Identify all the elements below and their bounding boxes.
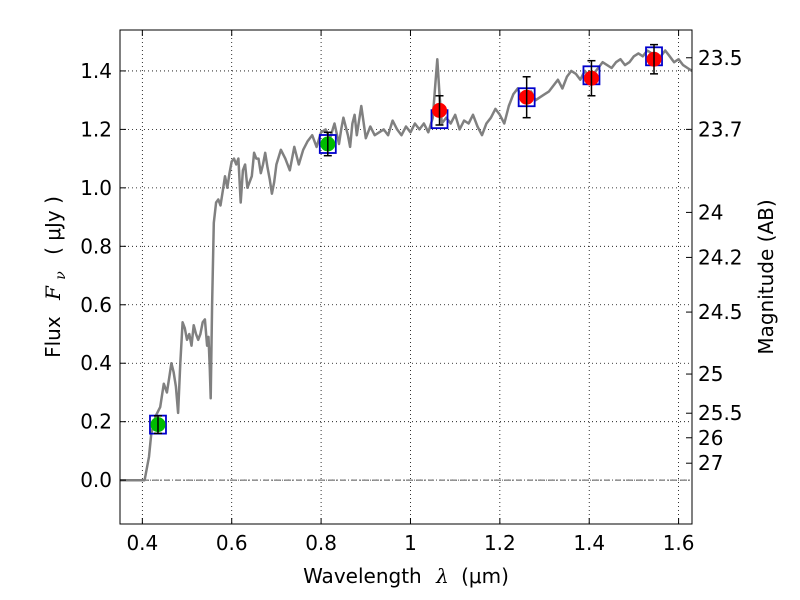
y-tick-label: 1.2	[80, 117, 112, 141]
y-tick-label: 0.0	[80, 468, 112, 492]
x-tick-label: 0.6	[216, 531, 248, 555]
y2-tick-label: 26	[698, 426, 723, 450]
y-tick-label: 0.2	[80, 410, 112, 434]
plot-frame	[119, 29, 693, 525]
x-axis-label-unit: (μm)	[461, 564, 509, 588]
spectrum-series	[120, 49, 693, 482]
y-axis-label: Flux F ν ( μJy )	[41, 196, 70, 358]
x-axis-label-text: Wavelength	[303, 564, 422, 588]
x-tick-label: 1.6	[663, 531, 695, 555]
y-tick-label: 1.0	[80, 176, 112, 200]
x-tick-label: 1.4	[573, 531, 605, 555]
x-axis-ticks: 0.4 0.6 0.8 1 1.2 1.4 1.6	[126, 30, 695, 555]
y2-tick-label: 23.5	[698, 46, 743, 70]
y-axis-label-unit: ( μJy )	[41, 196, 65, 255]
y2-tick-label: 24	[698, 200, 723, 224]
photometry-series	[149, 43, 663, 435]
x-axis-label-symbol: λ	[435, 564, 449, 588]
x-tick-label: 1.2	[484, 531, 516, 555]
y2-tick-label: 27	[698, 451, 723, 475]
y-axis-label-prefix: Flux	[41, 316, 65, 358]
y-axis-label-subscript: ν	[53, 271, 69, 280]
y-axis-label-symbol: F	[41, 285, 65, 301]
y2-tick-label: 24.2	[698, 245, 743, 269]
spectrum-line	[120, 49, 693, 482]
y2-tick-label: 25.5	[698, 401, 743, 425]
y2-tick-label: 25	[698, 362, 723, 386]
x-tick-label: 1	[404, 531, 417, 555]
y-axis-ticks: 0.0 0.2 0.4 0.6 0.8 1.0 1.2 1.4	[80, 59, 126, 492]
y2-tick-label: 24.5	[698, 300, 743, 324]
y-tick-label: 0.8	[80, 234, 112, 258]
x-axis-label: Wavelength λ (μm)	[303, 564, 509, 588]
y-tick-label: 0.4	[80, 351, 112, 375]
y2-tick-label: 23.7	[698, 117, 743, 141]
y-tick-label: 1.4	[80, 59, 112, 83]
x-tick-label: 0.8	[305, 531, 337, 555]
y-tick-label: 0.6	[80, 293, 112, 317]
y2-axis-label: Magnitude (AB)	[754, 199, 778, 354]
x-tick-label: 0.4	[126, 531, 158, 555]
